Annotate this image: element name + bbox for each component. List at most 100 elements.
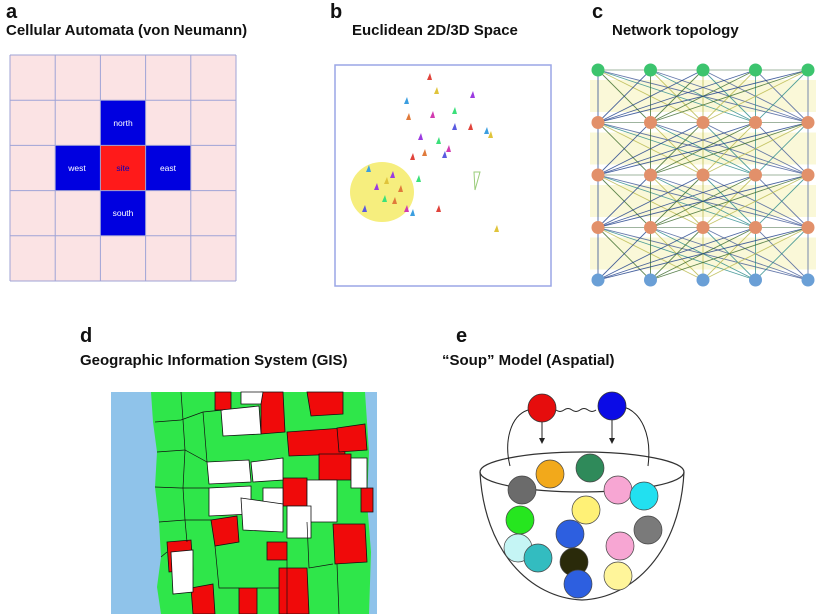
agent-marker: [404, 97, 409, 104]
agent-marker: [406, 113, 411, 120]
agent-marker: [468, 123, 473, 130]
agent-marker: [418, 133, 423, 140]
network-node: [696, 221, 710, 234]
network-edge: [597, 174, 809, 228]
lake-water: [111, 392, 161, 614]
network-edge: [597, 69, 704, 123]
network-edge: [650, 174, 809, 228]
network-node: [749, 63, 762, 77]
soup-ball: [575, 453, 605, 483]
cell-label-east: east: [160, 163, 177, 173]
network-node: [749, 116, 762, 129]
cell-label-north: north: [113, 118, 133, 128]
network-node: [749, 168, 762, 182]
panel-title-b: Euclidean 2D/3D Space: [352, 22, 518, 39]
network-node: [591, 273, 605, 287]
agent-marker: [392, 197, 397, 204]
network-edge: [597, 227, 756, 281]
network-node: [591, 221, 605, 234]
network-edge: [755, 69, 809, 123]
network-edge: [597, 122, 809, 176]
soup-ball: [603, 475, 633, 505]
agent-marker: [362, 205, 367, 212]
network-edge: [597, 227, 809, 281]
soup-agents: [503, 453, 663, 599]
agent-marker: [390, 171, 395, 178]
gis-white-regions: [170, 391, 368, 595]
network-node: [644, 116, 657, 129]
gis-red-regions: [166, 391, 374, 614]
network-edge: [597, 122, 704, 176]
arrowheads: [539, 438, 615, 444]
network-edge: [702, 174, 809, 228]
neighbor-cell: [145, 145, 191, 191]
network-edge: [597, 122, 756, 176]
network-edge: [650, 69, 809, 123]
soup-ball: [605, 531, 635, 561]
network-edge: [597, 174, 704, 228]
soup-ball: [505, 505, 535, 535]
cell-label-south: south: [113, 208, 134, 218]
network-node: [644, 221, 657, 234]
network-node: [644, 168, 657, 182]
agent-marker: [434, 87, 439, 94]
network-edge: [597, 69, 756, 123]
network-edge: [597, 122, 651, 176]
agent-ball-red: [527, 393, 557, 423]
agent-outline: [473, 171, 481, 191]
agent-ball-blue: [597, 391, 627, 421]
network-edge: [755, 227, 809, 281]
agent-marker: [427, 73, 432, 80]
agent-marker: [436, 137, 441, 144]
soup-ball: [563, 569, 593, 599]
network-node: [801, 168, 815, 182]
network-graph: [590, 63, 816, 287]
agents: [362, 73, 499, 232]
agent-marker: [382, 195, 387, 202]
agent-marker: [410, 209, 415, 216]
agent-marker: [442, 151, 447, 158]
network-edge: [597, 174, 651, 228]
von-neumann-grid: north west site east south: [9, 54, 237, 282]
panel-letter-d: d: [80, 325, 93, 347]
network-edge: [702, 69, 809, 123]
soup-ball: [633, 515, 663, 545]
agent-marker: [374, 183, 379, 190]
soup-ball: [507, 475, 537, 505]
soup-ball: [535, 459, 565, 489]
neighborhood-cells: [55, 100, 191, 236]
agent-marker: [384, 177, 389, 184]
network-node: [801, 221, 815, 234]
agent-marker: [398, 185, 403, 192]
agent-marker: [366, 165, 371, 172]
agent-marker: [422, 149, 427, 156]
cell-label-west: west: [67, 163, 86, 173]
agent-marker: [452, 123, 457, 130]
network-node: [696, 63, 710, 77]
agent-marker: [416, 175, 421, 182]
bowl: [479, 451, 685, 601]
soup-ball: [555, 519, 585, 549]
network-edge: [702, 122, 809, 176]
network-edge: [597, 69, 809, 123]
network-nodes: [591, 63, 815, 287]
neighbor-cell: [100, 100, 146, 146]
network-edge: [650, 122, 809, 176]
agent-marker: [436, 205, 441, 212]
neighbor-cell: [100, 190, 146, 236]
perception-radius: [350, 162, 414, 222]
site-cell: [100, 145, 146, 191]
network-node: [749, 221, 762, 234]
panel-title-e: “Soup” Model (Aspatial): [442, 352, 615, 369]
interacting-agents: [527, 391, 627, 423]
soup-diagram: [479, 391, 685, 601]
network-edge: [597, 174, 756, 228]
neighbor-cell: [55, 145, 101, 191]
network-edge: [702, 227, 809, 281]
network-node: [591, 63, 605, 77]
network-node: [644, 273, 657, 287]
network-edge: [650, 227, 809, 281]
panel-letter-b: b: [330, 1, 343, 23]
network-node: [801, 116, 815, 129]
agent-marker: [404, 205, 409, 212]
